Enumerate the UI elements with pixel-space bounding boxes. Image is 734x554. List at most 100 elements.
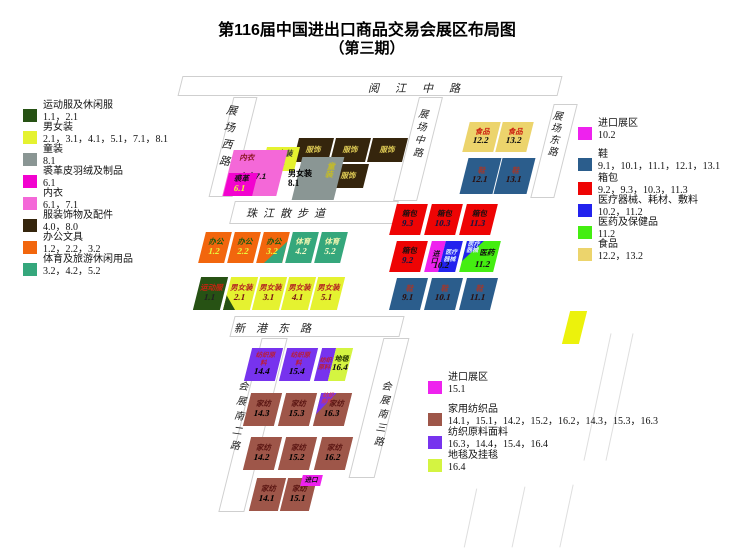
hall-block-shoes-10-1: 鞋 10.1: [424, 278, 463, 310]
hall-block-home-textiles-14-3: 家纺 14.3: [242, 393, 283, 426]
legend-swatch: [578, 127, 592, 140]
hall-block-textile-carpet-16-4: 纺织原料 地毯 16.4: [313, 348, 354, 381]
legend-swatch: [428, 381, 442, 394]
legend-halls: 16.3，14.4，15.4，16.4: [448, 439, 548, 450]
hall-block-import-medical-10-2: 进口 医疗器械 10.2: [424, 241, 463, 272]
hall-block-medical-pharma-11-2: 医疗器械 医药 11.2: [459, 241, 501, 272]
hall-block-bags-11-3: 箱包 11.3: [459, 204, 498, 235]
page-title: 第116届中国进出口商品交易会展区布局图: [218, 22, 516, 39]
legend-halls: 9.1，10.1，11.1，12.1，13.1: [598, 161, 721, 172]
hall-number: 15.4: [287, 365, 307, 376]
hall-number: 14.1: [257, 492, 276, 503]
legend-label: 服装饰物及配件: [43, 210, 113, 221]
hall-number: 8.1: [288, 177, 300, 188]
legend-swatch: [23, 219, 37, 232]
hall-number: 11.3: [468, 217, 487, 228]
decorative-line: [583, 333, 612, 461]
hall-label: 内衣: [238, 153, 256, 162]
legend-halls: 3.2，4.2，5.2: [43, 266, 101, 277]
hall-block-bags-9-2: 箱包 9.2: [389, 241, 428, 272]
legend-item-childrens-wear: 童装 8.1: [23, 144, 63, 168]
hall-number: 16.3: [322, 407, 341, 418]
hall-number: 6.1: [232, 182, 247, 193]
hall-block-home-textiles-15-3: 家纺 15.3: [277, 393, 318, 426]
hall-block-home-textiles-16-2: 家纺 16.2: [313, 437, 354, 470]
hall-number: 2.1: [232, 291, 247, 302]
legend-swatch: [23, 175, 37, 188]
hall-number: 10.1: [433, 292, 452, 303]
legend-item-bags: 箱包 9.2，9.3，10.3，11.3: [578, 173, 688, 197]
decorative-line: [463, 488, 478, 548]
hall-number: 5.1: [319, 291, 334, 302]
hall-number: 4.2: [294, 245, 309, 256]
hall-block-shoes-11-1: 鞋 11.1: [459, 278, 498, 310]
hall-number: 15.1: [288, 492, 307, 503]
legend-item-carpets: 地毯及挂毯 16.4: [428, 450, 498, 474]
hall-block-men-women-5-1: 男女装 5.1: [309, 277, 346, 310]
hall-block-sports-4-2: 体育 4.2: [285, 232, 319, 263]
hall-number: 10.3: [433, 217, 452, 228]
hall-label: 进口: [304, 476, 319, 484]
legend-halls: 16.4: [448, 462, 466, 473]
legend-swatch: [23, 131, 37, 144]
legend-halls: 14.1，15.1，14.2，15.2，16.2，14.3，15.3，16.3: [448, 416, 658, 427]
decorative-line: [605, 333, 634, 461]
hall-number: 10.2: [432, 260, 451, 271]
hall-label: 服饰: [305, 144, 323, 154]
legend-swatch: [578, 204, 592, 217]
legend-item-accessories: 服装饰物及配件 4.0，8.0: [23, 210, 113, 234]
legend-swatch: [23, 197, 37, 210]
legend-item-fur-leather: 裘革皮羽绒及制品 6.1: [23, 166, 123, 190]
legend-halls: 10.2，11.2: [598, 207, 643, 218]
legend-item-shoes: 鞋 9.1，10.1，11.1，12.1，13.1: [578, 149, 720, 173]
hall-block-bags-10-3: 箱包 10.3: [424, 204, 463, 235]
legend-halls: 10.2: [598, 130, 616, 141]
hall-label: 医药: [478, 248, 497, 257]
legend-item-import-zone-2: 进口展区 15.1: [428, 372, 488, 396]
hall-number: 12.1: [470, 174, 489, 185]
legend-item-home-textiles: 家用纺织品 14.1，15.1，14.2，15.2，16.2，14.3，15.3…: [428, 404, 658, 428]
hall-number: 11.2: [473, 259, 492, 270]
hall-number: 13.1: [504, 174, 523, 185]
legend-label: 进口展区: [448, 372, 488, 383]
legend-label: 食品: [598, 239, 618, 250]
hall-number: 2.2: [236, 245, 251, 256]
legend-label: 男女装: [43, 122, 73, 133]
hall-label: 服饰: [340, 170, 358, 180]
legend-label: 体育及旅游休闲用品: [43, 254, 133, 265]
legend-label: 医疗器械、耗材、敷料: [598, 195, 698, 206]
hall-block-home-textiles-15-1: 进口 家纺 15.1: [279, 475, 323, 511]
legend-label: 运动服及休闲服: [43, 100, 113, 111]
hall-block-shoes-9-1: 鞋 9.1: [389, 278, 428, 310]
legend-halls: 9.2，9.3，10.3，11.3: [598, 185, 688, 196]
legend-label: 办公文具: [43, 232, 83, 243]
hall-block-food-12-2: 食品 12.2: [462, 122, 501, 152]
hall-number: 5.2: [323, 245, 338, 256]
legend-label: 医药及保健品: [598, 217, 658, 228]
hall-label: 纺织原料: [255, 352, 277, 367]
hall-block-bags-9-3: 箱包 9.3: [389, 204, 428, 235]
hall-label: 服饰: [379, 144, 397, 154]
decorative-line: [559, 484, 574, 548]
hall-number: 1.2: [207, 245, 222, 256]
legend-halls: 6.1，7.1: [43, 200, 78, 211]
hall-block-office-1-2: 办公 1.2: [198, 232, 232, 263]
hall-number: 3.1: [261, 291, 276, 302]
legend-label: 地毯及挂毯: [448, 450, 498, 461]
legend-swatch: [23, 263, 37, 276]
legend-item-office-stationery: 办公文具 1.2，2.2，3.2: [23, 232, 101, 256]
hall-block-office-2-2: 办公 2.2: [227, 232, 261, 263]
legend-halls: 1.1，2.1: [43, 112, 78, 123]
legend-swatch: [578, 226, 592, 239]
hall-number: 14.2: [252, 451, 271, 462]
legend-label: 裘革皮羽绒及制品: [43, 166, 123, 177]
hall-block-home-textiles-15-2: 家纺 15.2: [277, 437, 318, 470]
legend-label: 童装: [43, 144, 63, 155]
hall-number: 4.1: [290, 291, 305, 302]
hall-block-sportswear-1-1: 运动服 1.1: [192, 277, 229, 310]
legend-swatch: [578, 158, 592, 171]
hall-number: 16.4: [330, 362, 350, 373]
hall-number: 1.1: [202, 291, 217, 302]
legend-item-food: 食品 12.2，13.2: [578, 239, 643, 263]
legend-swatch: [428, 436, 442, 449]
